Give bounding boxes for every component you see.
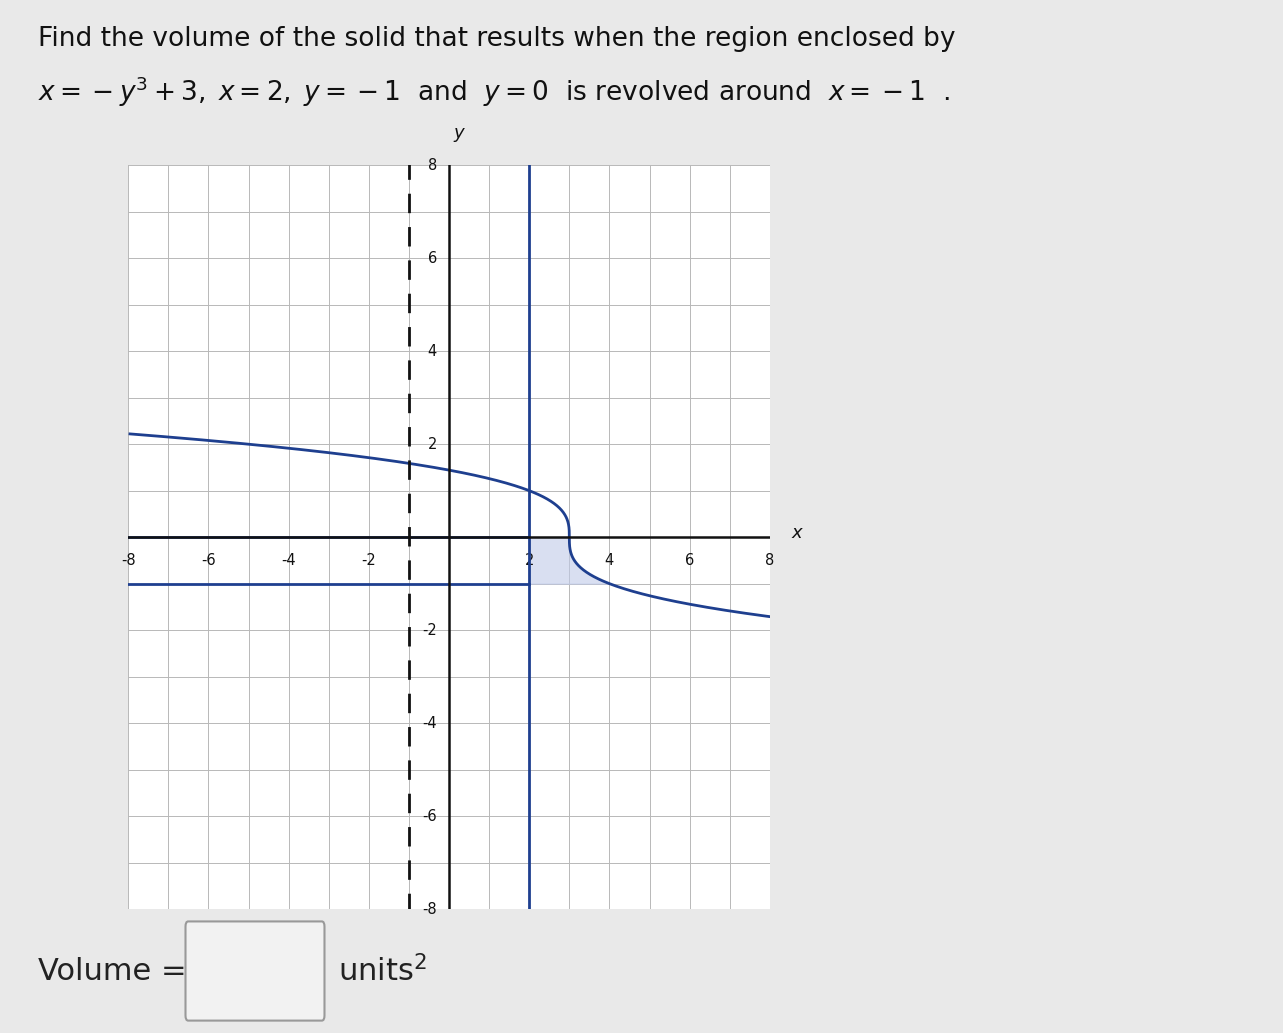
Text: Find the volume of the solid that results when the region enclosed by: Find the volume of the solid that result…	[38, 26, 956, 52]
Text: 8: 8	[427, 158, 438, 173]
Text: 4: 4	[604, 554, 615, 568]
Text: -6: -6	[201, 554, 216, 568]
Text: $x = -y^3 + 3,\; x = 2,\; y = -1$  and  $y = 0$  is revolved around  $x = -1$  .: $x = -y^3 + 3,\; x = 2,\; y = -1$ and $y…	[38, 74, 951, 108]
Text: y: y	[454, 124, 464, 143]
Text: units$^2$: units$^2$	[337, 954, 427, 988]
Text: -6: -6	[422, 809, 438, 823]
Text: -4: -4	[422, 716, 438, 730]
Text: Volume =: Volume =	[38, 957, 187, 985]
FancyBboxPatch shape	[186, 921, 325, 1021]
Text: -4: -4	[281, 554, 296, 568]
Text: -8: -8	[121, 554, 136, 568]
Text: -2: -2	[422, 623, 438, 637]
Text: 2: 2	[427, 437, 438, 451]
Text: -8: -8	[422, 902, 438, 916]
Text: -2: -2	[362, 554, 376, 568]
Text: 2: 2	[525, 554, 534, 568]
Text: x: x	[792, 524, 802, 541]
Text: 6: 6	[685, 554, 694, 568]
Text: 6: 6	[427, 251, 438, 265]
Text: 8: 8	[765, 554, 775, 568]
Text: 4: 4	[427, 344, 438, 358]
